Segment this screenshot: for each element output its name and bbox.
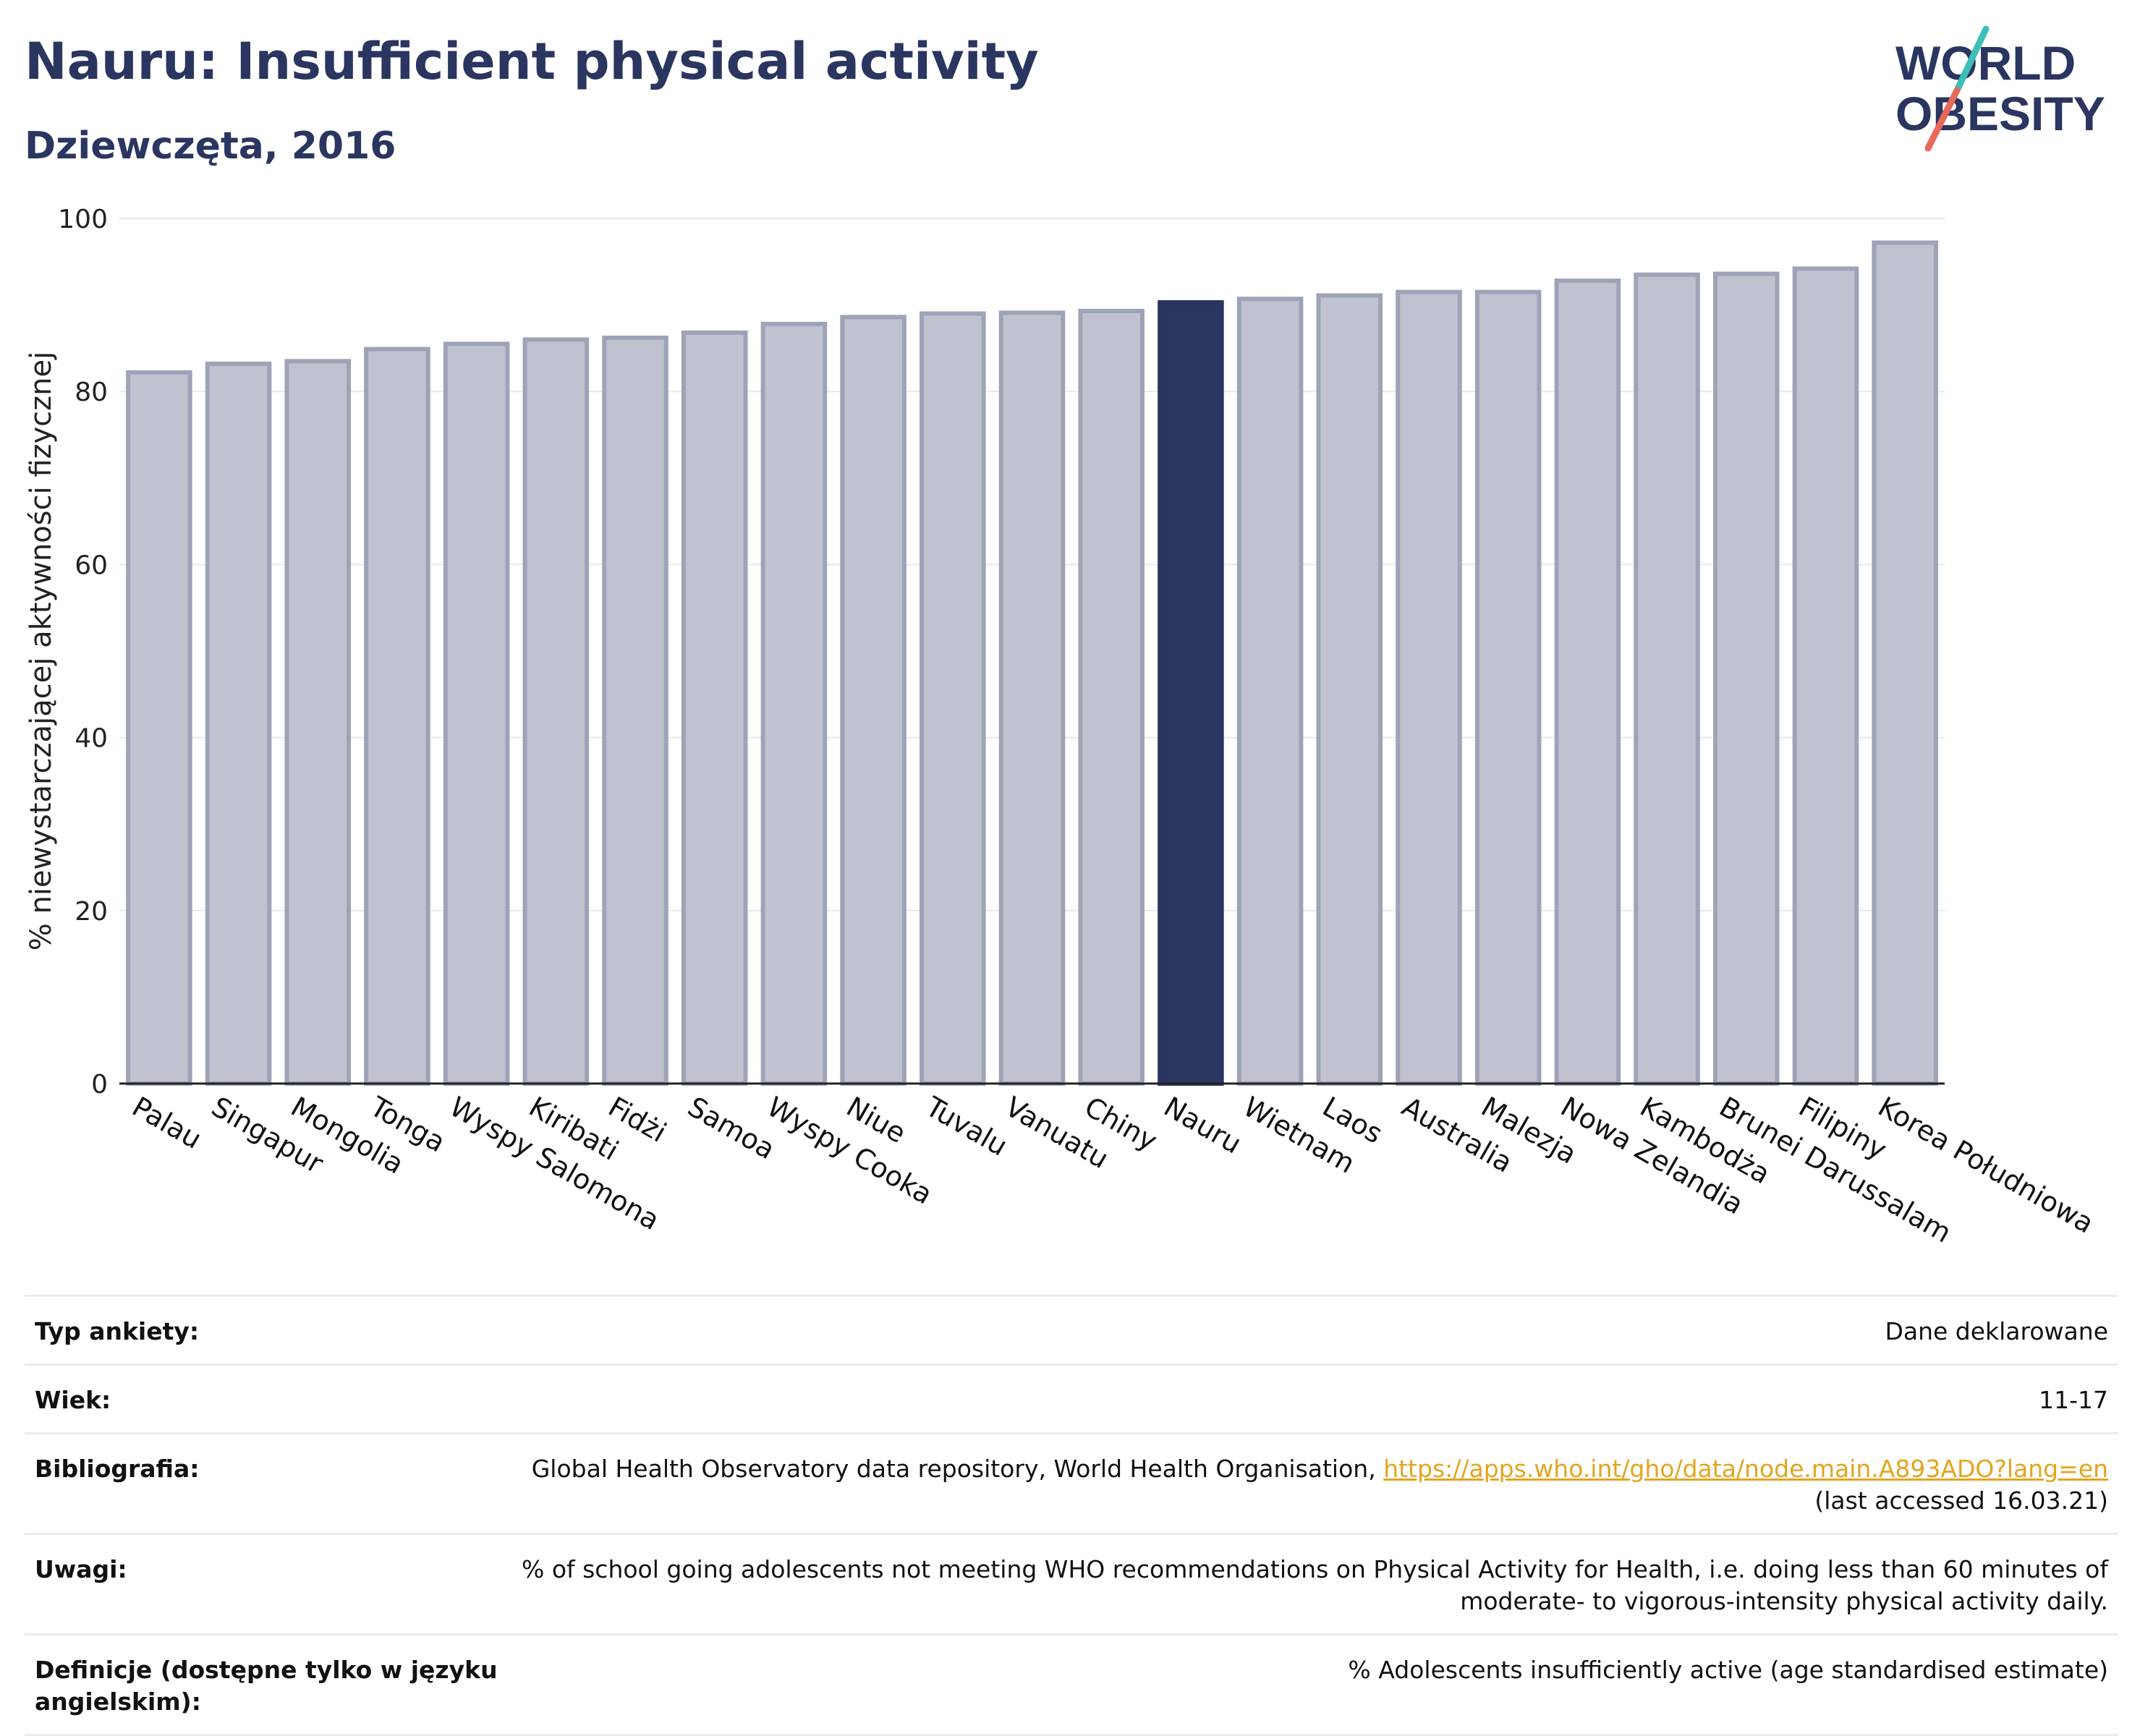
- bar: [1712, 271, 1780, 1086]
- info-row-bibliography: Bibliografia: Global Health Observatory …: [25, 1432, 2118, 1533]
- chart-subtitle: Dziewczęta, 2016: [25, 124, 396, 168]
- info-row-notes: Uwagi: % of school going adolescents not…: [25, 1533, 2118, 1633]
- bar: [443, 341, 510, 1086]
- info-label: Bibliografia:: [35, 1455, 200, 1483]
- y-tick-label: 40: [75, 724, 108, 754]
- bar: [1236, 297, 1304, 1086]
- x-tick-label: Samoa: [682, 1091, 780, 1166]
- logo-line1: WORLD: [1895, 36, 2076, 90]
- info-row-age: Wiek: 11-17: [25, 1363, 2118, 1432]
- x-tick-label: Nauru: [1158, 1091, 1247, 1160]
- bar: [760, 321, 828, 1086]
- bar: [998, 310, 1066, 1086]
- x-tick-label: Tuvalu: [920, 1090, 1012, 1162]
- logo-line2: OBESITY: [1895, 87, 2105, 140]
- bar: [840, 315, 906, 1086]
- info-value: % Adolescents insufficiently active (age…: [1348, 1656, 2108, 1684]
- bar: [920, 311, 986, 1086]
- world-obesity-logo: WORLD OBESITY: [1895, 25, 2105, 152]
- x-tick-label: Palau: [127, 1091, 207, 1155]
- bar: [602, 336, 668, 1086]
- y-axis-label: % niewystarczającej aktywności fizycznej: [25, 352, 58, 951]
- bar: [126, 370, 192, 1086]
- info-label: Uwagi:: [35, 1555, 127, 1583]
- y-tick-label: 20: [75, 897, 108, 927]
- logo-slash-bottom: [1924, 87, 1961, 152]
- info-value: Global Health Observatory data repositor…: [498, 1453, 2108, 1517]
- bar: [522, 337, 590, 1086]
- chart-title: Nauru: Insufficient physical activity: [25, 32, 1039, 91]
- bar: [1316, 293, 1383, 1086]
- bar: [1792, 266, 1859, 1086]
- info-value: Dane deklarowane: [1885, 1317, 2108, 1345]
- info-label: Wiek:: [35, 1386, 111, 1414]
- info-value: 11-17: [2039, 1386, 2108, 1414]
- bar: [284, 359, 352, 1086]
- info-table: Typ ankiety: Dane deklarowane Wiek: 11-1…: [25, 1295, 2118, 1736]
- bibliography-text: Global Health Observatory data repositor…: [531, 1455, 1376, 1483]
- notes-line2: moderate- to vigorous-intensity physical…: [1460, 1587, 2108, 1615]
- bar: [1474, 289, 1542, 1086]
- bar: [1078, 308, 1145, 1086]
- bar-chart: 0 20 40 60 80 100 % niewystarczającej aktywnoś…: [25, 205, 2099, 1249]
- bibliography-accessed: (last accessed 16.03.21): [1814, 1486, 2108, 1515]
- bar: [1158, 300, 1224, 1086]
- bar: [1634, 272, 1700, 1086]
- logo-slash-top: [1953, 25, 1990, 94]
- info-row-definitions: Definicje (dostępne tylko w języku angie…: [25, 1633, 2118, 1736]
- bar: [681, 330, 748, 1086]
- notes-line1: % of school going adolescents not meetin…: [521, 1555, 2108, 1583]
- y-tick-label: 100: [58, 205, 108, 234]
- bar: [1872, 240, 1938, 1086]
- bar: [364, 346, 430, 1086]
- info-row-survey-type: Typ ankiety: Dane deklarowane: [25, 1295, 2118, 1363]
- y-tick-label: 0: [91, 1070, 108, 1099]
- y-tick-label: 60: [75, 550, 108, 580]
- info-label: Definicje (dostępne tylko w języku angie…: [35, 1656, 498, 1716]
- y-tick-label: 80: [75, 378, 108, 407]
- bar: [205, 361, 272, 1086]
- bar: [1396, 289, 1462, 1086]
- bar: [1554, 278, 1621, 1086]
- info-label: Typ ankiety:: [35, 1317, 200, 1345]
- info-value: % of school going adolescents not meetin…: [498, 1554, 2108, 1617]
- bibliography-link[interactable]: https://apps.who.int/gho/data/node.main.…: [1383, 1455, 2108, 1483]
